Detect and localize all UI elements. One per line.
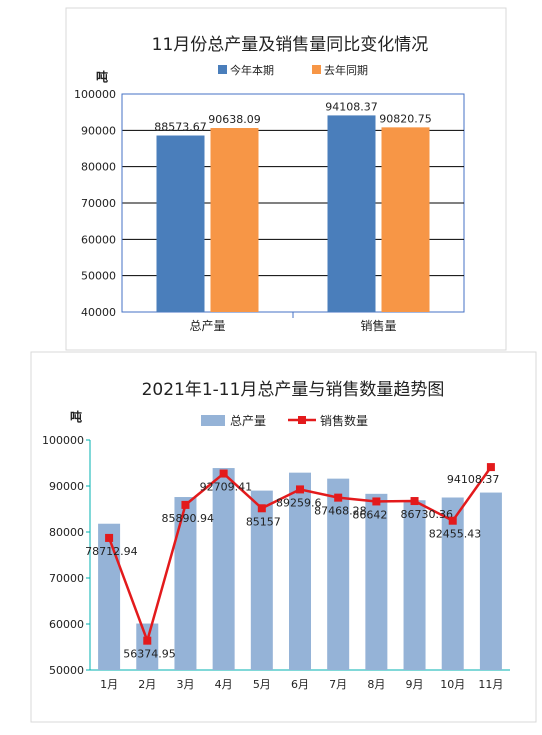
chart-2-ytick-label: 100000 — [42, 434, 84, 447]
chart-2-line-marker — [410, 497, 419, 506]
chart-1-legend-swatch — [312, 65, 321, 74]
chart-1-ytick-label: 100000 — [74, 88, 116, 101]
chart-2-bar — [479, 492, 502, 670]
chart-2-bar — [327, 478, 350, 670]
chart-2-line-marker — [257, 504, 266, 513]
chart-2-bars — [98, 468, 502, 670]
chart-1-bar — [327, 115, 376, 313]
chart-2-title: 2021年1-11月总产量与销售数量趋势图 — [142, 380, 445, 400]
chart-1-ytick-label: 80000 — [81, 161, 116, 174]
chart-2-bar — [174, 497, 197, 670]
chart-2-category-label: 9月 — [406, 678, 424, 691]
chart-2-bar — [403, 500, 426, 670]
chart-2-line-marker — [448, 516, 457, 525]
chart-2-ylabel: 吨 — [70, 409, 82, 424]
chart-1-data-label: 90820.75 — [379, 112, 432, 125]
chart-1-legend: 今年本期 去年同期 — [218, 63, 368, 77]
chart-2-data-label: 86642 — [352, 508, 387, 521]
chart-2-bar — [289, 472, 311, 670]
chart-2-data-label: 86730.36 — [401, 508, 454, 521]
chart-2-legend-label: 销售数量 — [320, 413, 368, 428]
chart-2-line-marker — [181, 500, 190, 509]
chart-1-legend-swatch — [218, 65, 227, 74]
chart-2-line-marker — [372, 497, 381, 506]
chart-1-x-axis: 总产量 销售量 — [189, 312, 397, 333]
chart-2-ytick-label: 90000 — [49, 480, 84, 493]
chart-2-data-label: 85890.94 — [161, 512, 214, 525]
chart-1-ytick-label: 50000 — [81, 270, 116, 283]
chart-2-bar — [250, 490, 273, 670]
chart-1-ylabel: 吨 — [96, 69, 108, 84]
chart-2-bar — [441, 497, 464, 670]
chart-1-data-label: 90638.09 — [208, 113, 261, 126]
chart-2-category-label: 6月 — [291, 678, 309, 691]
chart-1-legend-label: 今年本期 — [230, 63, 274, 77]
chart-2-data-label: 78712.94 — [85, 545, 138, 558]
chart-1-ytick-label: 60000 — [81, 233, 116, 246]
chart-1-bar — [210, 128, 259, 312]
chart-2-category-label: 5月 — [253, 678, 271, 691]
chart-1-legend-label: 去年同期 — [324, 63, 368, 77]
chart-2-line-marker — [143, 636, 152, 645]
chart-1-category-label: 销售量 — [360, 318, 396, 333]
chart-2-category-label: 10月 — [440, 678, 465, 691]
chart-2-category-label: 11月 — [478, 678, 503, 691]
chart-2-data-label: 85157 — [246, 515, 281, 528]
chart-2-line-marker — [105, 533, 114, 542]
chart-2-data-label: 87468.28 — [314, 505, 367, 518]
chart-2-data-label: 92709.41 — [200, 481, 253, 494]
chart-2-category-label: 8月 — [367, 678, 385, 691]
chart-1-data-label: 88573.67 — [154, 121, 207, 134]
chart-2-category-label: 7月 — [329, 678, 347, 691]
chart-1-category-label: 总产量 — [189, 319, 225, 333]
chart-2-line-marker — [219, 469, 228, 478]
chart-2-legend-swatch-marker — [298, 416, 306, 424]
chart-2-line-marker — [334, 493, 343, 502]
chart-2-ytick-label: 70000 — [49, 572, 84, 585]
chart-2-legend-label: 总产量 — [230, 414, 266, 428]
chart-2-line: 78712.94 56374.95 85890.94 92709.41 85157 892… — [85, 463, 499, 661]
chart-2-category-label: 3月 — [176, 678, 194, 691]
chart-2-legend-swatch-bar — [201, 415, 225, 426]
chart-1-ytick-label: 90000 — [81, 124, 116, 137]
chart-2-bar — [98, 523, 121, 670]
chart-2-data-label: 82455.43 — [429, 528, 482, 541]
chart-1-bar — [381, 127, 430, 312]
chart-2-bar — [136, 623, 159, 670]
chart-2-category-label: 2月 — [138, 678, 156, 691]
chart-2-ytick-label: 80000 — [49, 526, 84, 539]
chart-2-bar — [212, 468, 235, 670]
chart-1-ytick-label: 40000 — [81, 306, 116, 319]
chart-2-x-axis: 1月 2月 3月 4月 5月 6月 7月 8月 9月 10月 11月 — [100, 678, 503, 691]
chart-2-ytick-label: 50000 — [49, 664, 84, 677]
chart-2-data-label: 89259.6 — [276, 496, 322, 509]
chart-2-ytick-label: 60000 — [49, 618, 84, 631]
chart-2-category-label: 4月 — [215, 678, 233, 691]
chart-1-data-label: 94108.37 — [325, 100, 378, 113]
chart-2-category-label: 1月 — [100, 678, 118, 691]
chart-2-line-marker — [296, 485, 304, 494]
chart-1-ytick-label: 70000 — [81, 197, 116, 210]
chart-2-bar — [365, 493, 388, 670]
chart-2-data-label: 56374.95 — [123, 648, 176, 661]
chart-2-legend: 总产量 销售数量 — [201, 413, 368, 428]
chart-2-data-label: 94108.37 — [447, 473, 500, 486]
chart-1-bar — [156, 135, 205, 312]
chart-1-title: 11月份总产量及销售量同比变化情况 — [152, 35, 429, 55]
chart-2-line-marker — [486, 463, 495, 472]
